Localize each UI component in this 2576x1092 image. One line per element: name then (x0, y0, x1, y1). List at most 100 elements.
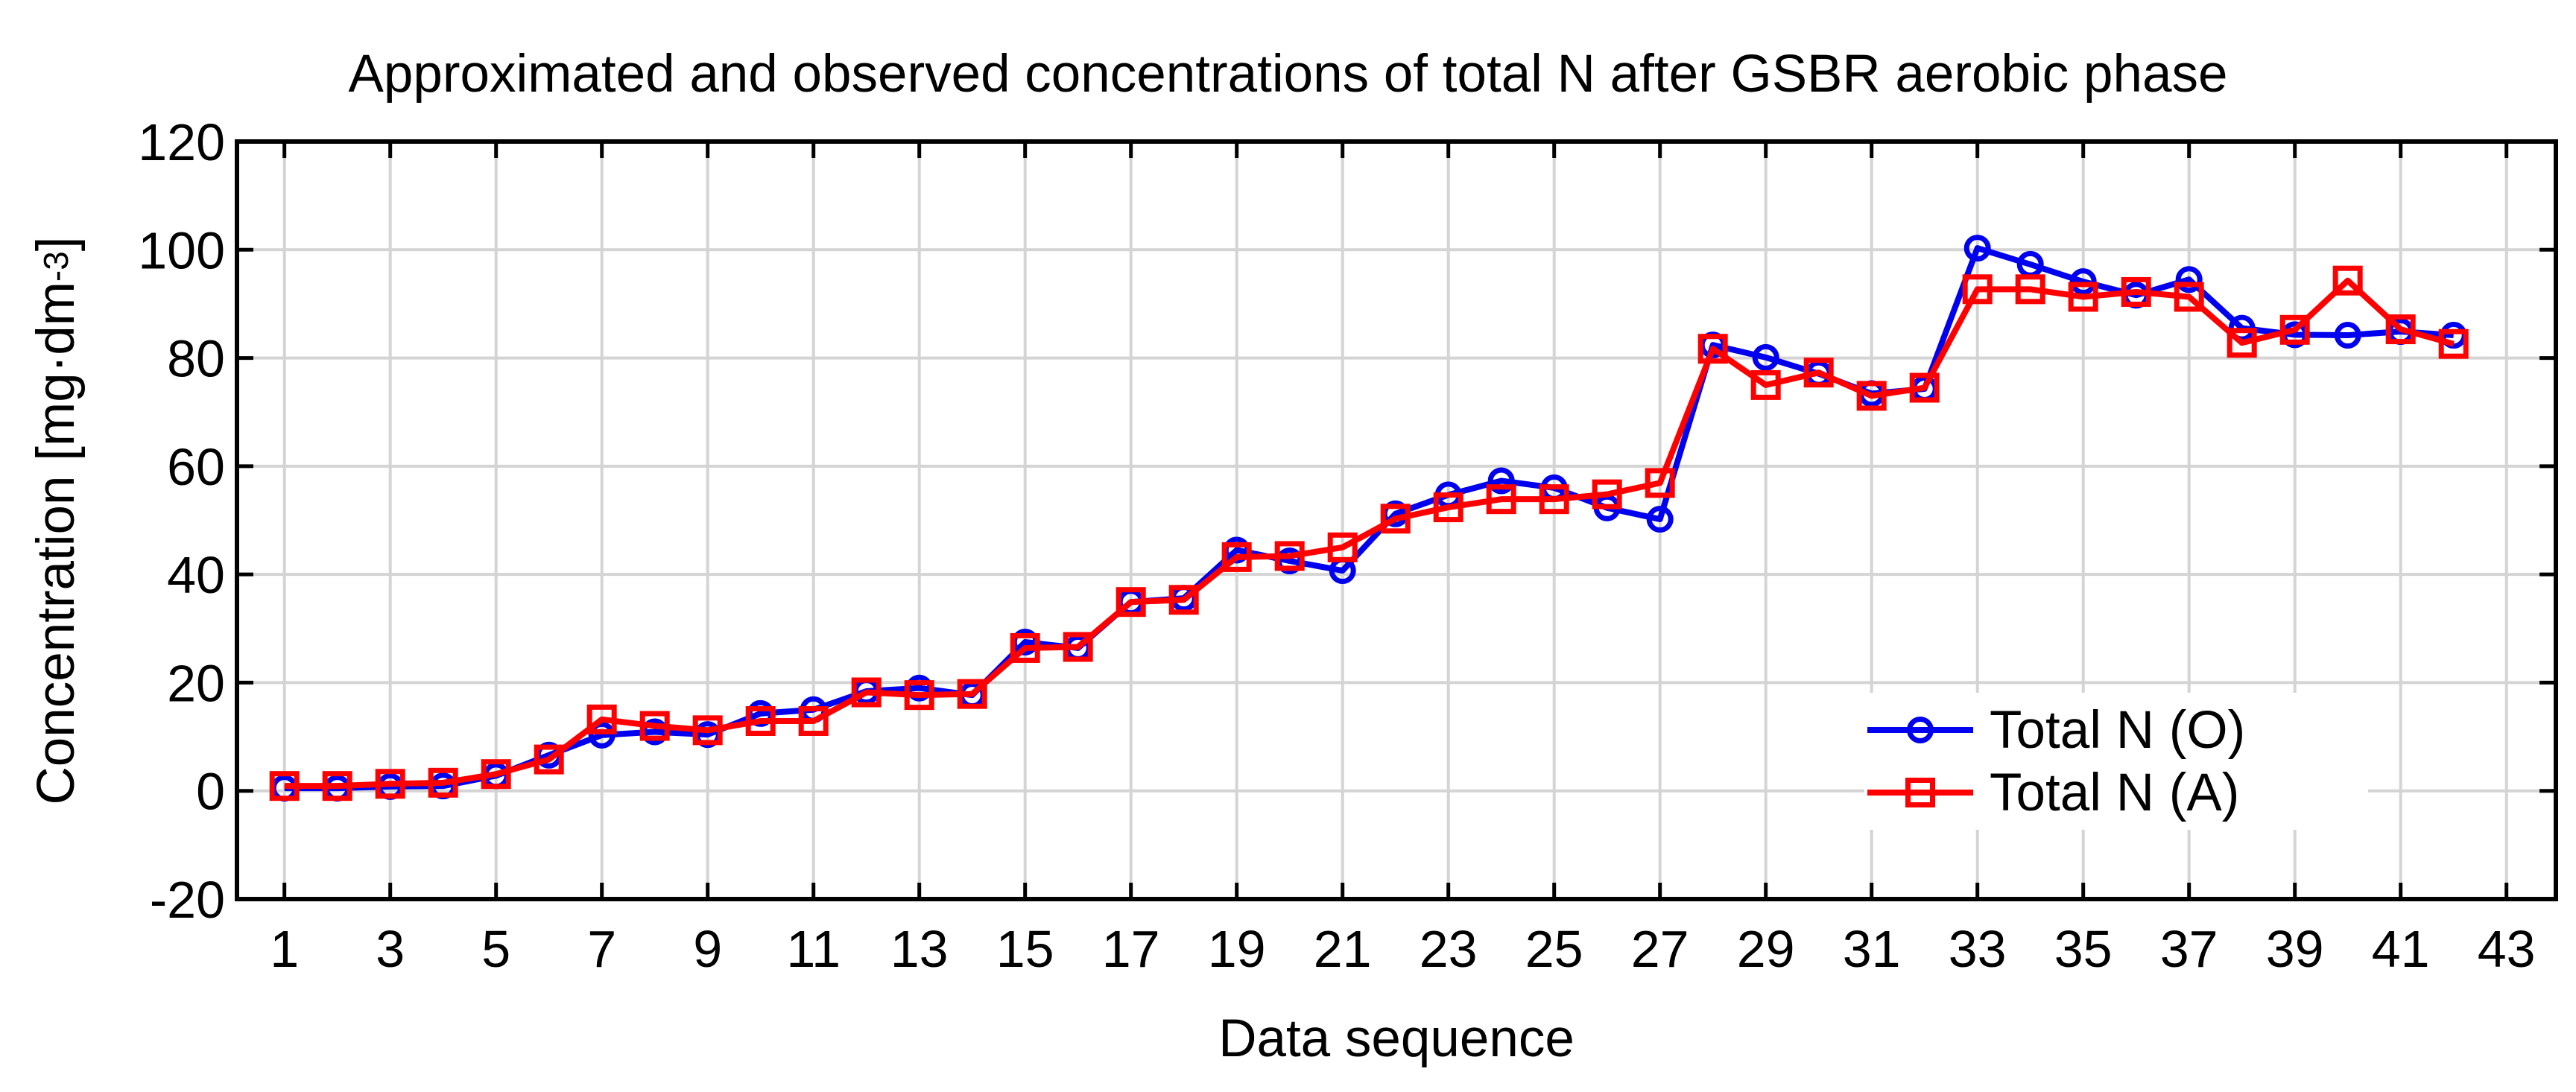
data-point-square (2385, 314, 2416, 345)
data-point-square (1909, 372, 1940, 403)
x-tick-label: 5 (481, 920, 510, 978)
y-tick-label: 120 (138, 113, 225, 171)
data-point-square (322, 771, 352, 801)
data-point-circle (2334, 322, 2361, 349)
legend-item-total-n-approximated: Total N (A) (1864, 761, 2368, 824)
x-tick-label: 3 (376, 920, 405, 978)
data-point-square (1697, 334, 1728, 364)
axis-ticks (237, 139, 2556, 901)
data-point-square (1063, 632, 1093, 662)
data-point-square (2015, 274, 2045, 305)
x-tick-label: 17 (1102, 920, 1160, 978)
data-point-square (586, 704, 617, 734)
data-point-square (375, 769, 405, 799)
legend-label: Total N (A) (1990, 763, 2240, 822)
data-point-square (1327, 532, 1358, 562)
data-point-circle (1646, 506, 1674, 533)
y-tick-label: 0 (196, 763, 225, 821)
data-point-circle (1752, 343, 1779, 371)
x-tick-label: 11 (786, 920, 841, 978)
x-tick-label: 27 (1631, 920, 1689, 978)
x-tick-label: 31 (1843, 920, 1901, 978)
data-point-square (1010, 632, 1040, 663)
data-point-square (2068, 282, 2098, 312)
data-point-square (1750, 369, 1781, 400)
x-tick-label: 9 (693, 920, 722, 978)
x-tick-label: 29 (1737, 920, 1795, 978)
data-point-circle (2175, 266, 2203, 293)
y-tick-label: 100 (138, 221, 225, 279)
data-point-square (851, 677, 882, 708)
data-point-square (1645, 468, 1675, 498)
data-point-square (1803, 358, 1834, 388)
chart-title: Approximated and observed concentrations… (348, 45, 2228, 104)
y-tick-labels: -20 0 20 40 60 80 100 120 (138, 113, 225, 929)
series-total-n-a (269, 265, 2469, 801)
data-point-square (2227, 328, 2257, 358)
x-tick-labels: 1 3 5 7 9 11 13 15 17 19 21 23 25 27 29 31 33 35 37 39 41 43 (270, 920, 2535, 978)
y-tick-label: 80 (167, 330, 225, 388)
data-point-square (798, 706, 829, 737)
y-tick-label: 20 (167, 654, 225, 712)
data-point-square (1433, 492, 1463, 523)
y-tick-label: 60 (167, 438, 225, 496)
data-point-square (639, 711, 670, 741)
series-total-n-a-line (284, 277, 2455, 790)
data-point-square (904, 680, 934, 711)
data-point-square (1856, 381, 1887, 411)
data-point-square (2279, 314, 2310, 345)
x-tick-label: 1 (270, 920, 299, 978)
plot-border (235, 139, 2558, 901)
data-point-circle (1487, 467, 1515, 495)
data-point-square (2174, 282, 2204, 312)
data-point-square (481, 759, 511, 790)
data-point-square (534, 744, 564, 775)
y-axis-title: Concentration [mg·dm -3] (26, 236, 86, 805)
x-tick-label: 39 (2266, 920, 2324, 978)
data-point-square (1592, 479, 1622, 510)
data-point-square (2121, 276, 2151, 307)
legend-circle-marker-icon (1867, 717, 1973, 743)
x-axis-title: Data sequence (1218, 1009, 1575, 1068)
data-point-square (1221, 542, 1252, 572)
data-point-square (745, 706, 776, 737)
legend-square-marker-icon (1867, 778, 1973, 807)
legend-item-total-n-observed: Total N (O) (1864, 699, 2368, 761)
x-tick-label: 25 (1525, 920, 1583, 978)
legend-label: Total N (O) (1990, 700, 2246, 760)
x-tick-label: 41 (2372, 920, 2430, 978)
x-tick-label: 37 (2160, 920, 2218, 978)
data-point-square (1274, 541, 1305, 571)
data-point-circle (2069, 268, 2097, 296)
y-tick-label: -20 (150, 871, 225, 929)
data-point-square (692, 715, 723, 746)
x-tick-label: 7 (587, 920, 616, 978)
data-point-square (1539, 484, 1569, 515)
y-axis-title-text: Concentration [mg·dm (26, 282, 86, 805)
data-point-square (1115, 587, 1146, 618)
legend: Total N (O) Total N (A) (1864, 693, 2368, 830)
data-point-circle (588, 721, 615, 749)
data-point-square (1486, 484, 1516, 515)
data-point-square (2332, 265, 2363, 296)
data-point-square (1168, 585, 1199, 615)
data-point-circle (1963, 235, 1991, 262)
data-point-square (428, 767, 458, 798)
x-tick-label: 35 (2054, 920, 2113, 978)
x-tick-label: 13 (890, 920, 949, 978)
data-point-square (1962, 274, 1993, 305)
data-point-square (269, 771, 300, 801)
data-point-square (2438, 328, 2469, 359)
x-tick-label: 21 (1314, 920, 1372, 978)
y-axis-title-bracket: ] (26, 236, 86, 252)
x-tick-label: 43 (2478, 920, 2536, 978)
x-tick-label: 19 (1208, 920, 1266, 978)
data-point-square (957, 679, 987, 709)
y-tick-label: 40 (167, 546, 225, 604)
x-tick-label: 23 (1420, 920, 1478, 978)
x-tick-label: 33 (1949, 920, 2007, 978)
data-point-square (1380, 504, 1411, 534)
x-tick-label: 15 (996, 920, 1054, 978)
